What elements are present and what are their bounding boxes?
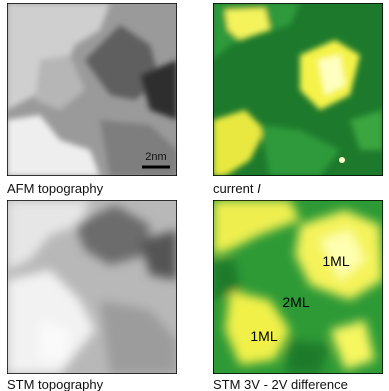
panel-caption: STM topography: [7, 377, 104, 391]
region-label: 2ML: [282, 294, 309, 310]
region-label: 1ML: [322, 253, 349, 269]
figure: 2nm AFM topography current I STM topog: [0, 0, 389, 391]
stm-image: [7, 200, 177, 374]
region-label: 1ML: [250, 328, 277, 344]
difference-image: [213, 200, 383, 374]
scale-bar-label: 2nm: [145, 151, 166, 163]
panel-caption: AFM topography: [7, 181, 104, 196]
panel-caption: STM 3V - 2V difference: [213, 377, 348, 391]
caption-variable: I: [257, 181, 261, 196]
current-image: [213, 3, 383, 176]
panel-caption: current I: [213, 181, 261, 196]
caption-text: current: [213, 181, 254, 196]
